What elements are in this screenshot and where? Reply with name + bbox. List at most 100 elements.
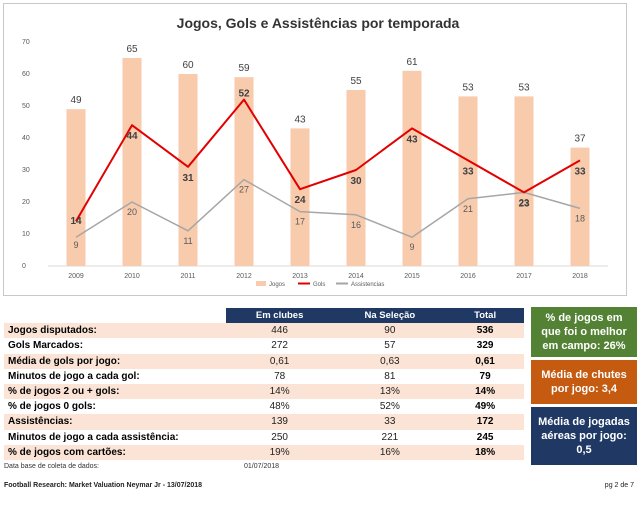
line-assistencias xyxy=(75,178,581,238)
bar-value-label: 65 xyxy=(126,44,138,55)
cell-clubes: 0,61 xyxy=(225,353,334,369)
bar-jogos xyxy=(290,128,310,266)
row-label: Gols Marcados: xyxy=(4,338,226,354)
row-label: Jogos disputados: xyxy=(4,323,226,339)
cell-total: 18% xyxy=(446,444,524,461)
y-tick-label: 30 xyxy=(22,167,30,174)
row-label: Minutos de jogo a cada assistência: xyxy=(4,429,226,445)
table-row: Minutos de jogo a cada assistência: 250 22… xyxy=(4,429,524,445)
bar-value-label: 43 xyxy=(294,114,306,125)
table-row: % de jogos com cartões: 19% 16% 18% xyxy=(4,444,524,461)
cell-clubes: 78 xyxy=(225,368,334,385)
cell-selecao: 33 xyxy=(333,414,447,430)
row-label: Minutos de jogo a cada gol: xyxy=(4,368,226,385)
table-row: Jogos disputados: 446 90 536 xyxy=(4,323,524,339)
bar-jogos xyxy=(514,96,534,267)
date-value: 01/07/2018 xyxy=(244,463,280,470)
stats-table: Em clubes Na Seleção Total Jogos disputa… xyxy=(4,308,524,461)
legend: Jogos Gols Assistencias xyxy=(256,281,384,288)
bar-jogos xyxy=(458,96,478,267)
cell-clubes: 272 xyxy=(225,338,334,354)
bar-jogos xyxy=(402,70,422,266)
cell-clubes: 14% xyxy=(225,384,334,400)
header-empty xyxy=(4,308,226,324)
bar-jogos xyxy=(66,109,86,266)
table-row: Minutos de jogo a cada gol: 78 81 79 xyxy=(4,368,524,385)
bar-labels: 49 65 60 59 43 55 61 53 53 37 xyxy=(70,44,586,145)
cell-selecao: 221 xyxy=(333,429,447,445)
table-row: Assistências: 139 33 172 xyxy=(4,414,524,430)
bar-value-label: 53 xyxy=(462,82,474,93)
point-label-assistencias: 11 xyxy=(183,236,192,246)
chart-title: Jogos, Gols e Assistências por temporada xyxy=(177,15,460,31)
line-series xyxy=(75,98,581,238)
y-axis: 0 10 20 30 40 50 60 70 xyxy=(22,39,30,270)
cell-clubes: 139 xyxy=(225,414,334,430)
point-label-assistencias: 20 xyxy=(127,207,137,217)
point-label-assistencias: 23 xyxy=(519,197,529,207)
point-label-gols: 30 xyxy=(350,176,362,187)
table-header-row: Em clubes Na Seleção Total xyxy=(4,308,524,324)
point-label-assistencias: 18 xyxy=(575,213,585,223)
y-tick-label: 0 xyxy=(22,263,26,270)
stat-box-shots: Média de chutes por jogo: 3,4 xyxy=(531,360,637,404)
cell-selecao: 81 xyxy=(333,368,447,385)
y-tick-label: 20 xyxy=(22,199,30,206)
cell-selecao: 52% xyxy=(333,399,447,415)
cell-total: 536 xyxy=(446,323,524,339)
header-total: Total xyxy=(446,308,524,324)
bar-value-label: 60 xyxy=(182,60,194,71)
point-label-gols: 33 xyxy=(574,166,586,177)
y-tick-label: 70 xyxy=(22,39,30,46)
x-tick-label: 2016 xyxy=(460,273,476,280)
cell-selecao: 13% xyxy=(333,384,447,400)
bar-jogos xyxy=(346,90,366,266)
x-tick-label: 2018 xyxy=(572,273,588,280)
point-label-assistencias: 9 xyxy=(409,242,414,252)
x-tick-label: 2010 xyxy=(124,273,140,280)
header-clubes: Em clubes xyxy=(225,308,334,324)
bar-value-label: 61 xyxy=(406,57,418,68)
x-axis: 2009 2010 2011 2012 2013 2014 2015 2016 2017 2018 xyxy=(68,273,588,280)
legend-label-gols: Gols xyxy=(313,282,325,288)
bar-jogos xyxy=(122,58,142,266)
bar-value-label: 53 xyxy=(518,82,530,93)
legend-swatch-jogos xyxy=(256,281,266,286)
chart-panel: Jogos, Gols e Assistências por temporada… xyxy=(3,3,627,296)
cell-clubes: 19% xyxy=(225,444,334,461)
point-label-assistencias: 21 xyxy=(463,204,473,214)
table-row: % de jogos 0 gols: 48% 52% 49% xyxy=(4,399,524,415)
point-label-assistencias: 16 xyxy=(351,220,361,230)
x-tick-label: 2009 xyxy=(68,273,84,280)
cell-clubes: 48% xyxy=(225,399,334,415)
bar-jogos xyxy=(234,77,254,266)
row-label: % de jogos com cartões: xyxy=(4,444,226,461)
point-label-gols: 44 xyxy=(126,131,138,142)
x-tick-label: 2017 xyxy=(516,273,532,280)
y-tick-label: 60 xyxy=(22,71,30,78)
cell-total: 172 xyxy=(446,414,524,430)
legend-label-assistencias: Assistencias xyxy=(351,282,384,288)
bar-value-label: 55 xyxy=(350,76,362,87)
x-tick-label: 2014 xyxy=(348,273,364,280)
footer-title: Football Research: Market Valuation Neym… xyxy=(4,482,203,489)
cell-clubes: 250 xyxy=(225,429,334,445)
point-label-gols: 23 xyxy=(518,198,530,209)
chart-svg: Jogos, Gols e Assistências por temporada… xyxy=(22,15,608,288)
point-label-gols: 14 xyxy=(70,216,82,227)
bar-value-label: 37 xyxy=(574,134,586,145)
point-label-gols: 33 xyxy=(462,166,474,177)
point-label-assistencias: 17 xyxy=(295,217,305,227)
row-label: % de jogos 0 gols: xyxy=(4,399,226,415)
x-tick-label: 2012 xyxy=(236,273,252,280)
cell-selecao: 16% xyxy=(333,444,447,461)
stat-box-best-player: % de jogos em que foi o melhor em campo:… xyxy=(531,307,637,357)
cell-total: 0,61 xyxy=(446,353,524,369)
point-label-assistencias: 9 xyxy=(73,240,78,250)
table-row: Gols Marcados: 272 57 329 xyxy=(4,338,524,354)
y-tick-label: 50 xyxy=(22,103,30,110)
x-tick-label: 2013 xyxy=(292,273,308,280)
x-tick-label: 2011 xyxy=(180,273,195,280)
row-label: % de jogos 2 ou + gols: xyxy=(4,384,226,400)
